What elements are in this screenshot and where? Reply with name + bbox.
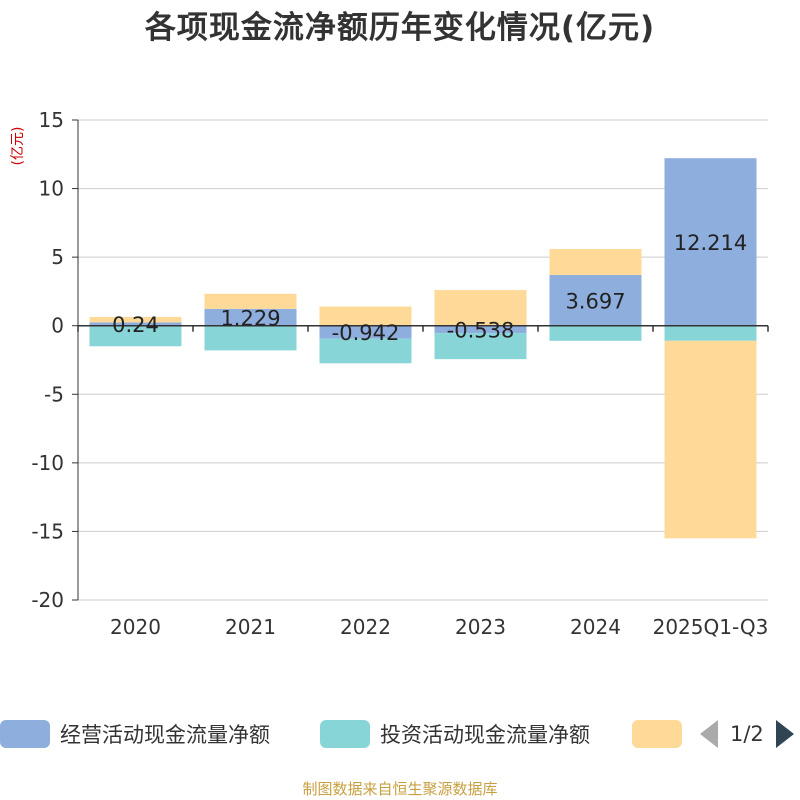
bar-operating-2023 <box>434 325 527 334</box>
legend-label-investing: 投资活动现金流量净额 <box>380 723 590 747</box>
x-tick-label: 2023 <box>455 615 506 639</box>
y-tick-label: -20 <box>31 588 64 612</box>
data-label-2020: 0.24 <box>112 313 159 337</box>
bar-investing-2020 <box>89 325 182 347</box>
chart-title: 各项现金流净额历年变化情况(亿元) <box>144 10 656 46</box>
legend-item-operating[interactable]: 经营活动现金流量净额 <box>0 714 270 754</box>
legend: 经营活动现金流量净额 投资活动现金流量净额 1/2 <box>0 714 800 754</box>
bar-operating-2024 <box>549 275 642 326</box>
x-tick-label: 2025Q1-Q3 <box>653 615 769 639</box>
y-tick-label: 15 <box>39 108 64 132</box>
y-tick-label: 5 <box>51 245 64 269</box>
y-tick-label: 10 <box>39 177 64 201</box>
y-tick-label: -15 <box>31 519 64 543</box>
bar-financing-2021 <box>204 293 297 309</box>
legend-item-investing[interactable]: 投资活动现金流量净额 <box>320 714 590 754</box>
prev-page-icon[interactable] <box>700 720 718 748</box>
bar-financing-2025Q1-Q3 <box>664 340 757 539</box>
legend-swatch-operating <box>0 720 50 748</box>
y-axis-label: (亿元) <box>10 127 26 166</box>
bar-operating-2021 <box>204 308 297 326</box>
bar-investing-2021 <box>204 325 297 351</box>
data-label-2022: -0.942 <box>332 321 400 345</box>
bar-financing-2022 <box>319 306 412 326</box>
legend-label-operating: 经营活动现金流量净额 <box>60 723 270 747</box>
bar-financing-2024 <box>549 248 642 276</box>
bar-investing-2022 <box>319 338 412 364</box>
data-label-2021: 1.229 <box>220 306 280 330</box>
x-tick-label: 2022 <box>340 615 391 639</box>
data-label-2023: -0.538 <box>447 318 515 342</box>
bar-operating-2022 <box>319 325 412 339</box>
legend-swatch-financing <box>632 720 682 748</box>
bar-investing-2023 <box>434 333 527 360</box>
y-tick-label: -10 <box>31 451 64 475</box>
x-tick-label: 2021 <box>225 615 276 639</box>
x-tick-label: 2020 <box>110 615 161 639</box>
page-indicator: 1/2 <box>730 722 764 746</box>
bar-investing-2024 <box>549 325 642 341</box>
legend-item-financing[interactable] <box>632 714 682 754</box>
bar-financing-2023 <box>434 290 527 326</box>
next-page-icon[interactable] <box>775 720 794 748</box>
bar-operating-2025Q1-Q3 <box>664 158 757 326</box>
x-tick-label: 2024 <box>570 615 621 639</box>
stacked-bar-chart: 15 10 5 0 -5 -10 -15 -20 (亿元) 0.24 1.229 -0.942 -0.5… <box>10 108 769 639</box>
data-label-2025Q1-Q3: 12.214 <box>674 231 747 255</box>
y-tick-label: -5 <box>44 382 64 406</box>
y-tick-label: 0 <box>51 314 64 338</box>
data-label-2024: 3.697 <box>565 289 625 313</box>
bar-financing-2020 <box>89 316 182 323</box>
bar-operating-2020 <box>89 322 182 326</box>
legend-swatch-investing <box>320 720 370 748</box>
data-source-note: 制图数据来自恒生聚源数据库 <box>302 780 498 798</box>
legend-pager: 1/2 <box>700 714 800 754</box>
bar-investing-2025Q1-Q3 <box>664 325 757 341</box>
